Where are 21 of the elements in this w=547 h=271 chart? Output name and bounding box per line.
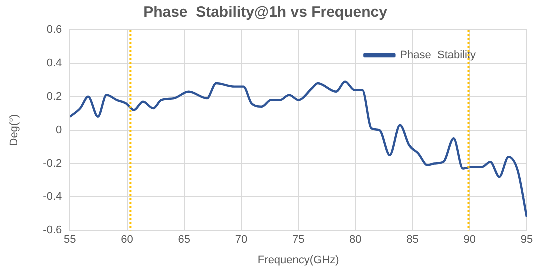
- legend-label: Phase Stability: [400, 50, 476, 62]
- x-tick-label: 80: [350, 234, 362, 246]
- line-series: [70, 80, 527, 218]
- x-tick-label: 65: [178, 234, 190, 246]
- y-axis-title: Deg(°): [8, 114, 21, 146]
- x-tick-label: 70: [235, 234, 248, 246]
- x-tick-label: 85: [406, 234, 419, 246]
- x-tick-label: 75: [292, 234, 305, 246]
- x-axis-title: Frequency(GHz): [258, 254, 340, 266]
- chart-title: Phase Stability@1h vs Frequency: [144, 4, 388, 22]
- x-tick-label: 95: [520, 234, 534, 246]
- x-tick-label: 60: [121, 234, 134, 246]
- x-tick-label: 55: [64, 234, 76, 246]
- y-tick-label: -0.6: [43, 224, 62, 237]
- y-tick-label: -0.2: [43, 158, 62, 170]
- y-tick-label: -0.4: [43, 191, 62, 204]
- y-tick-label: 0.6: [46, 24, 62, 36]
- y-tick-label: 0: [56, 124, 62, 136]
- y-tick-label: 0.2: [46, 90, 62, 103]
- y-tick-label: 0.4: [46, 57, 62, 70]
- x-tick-label: 90: [464, 234, 476, 246]
